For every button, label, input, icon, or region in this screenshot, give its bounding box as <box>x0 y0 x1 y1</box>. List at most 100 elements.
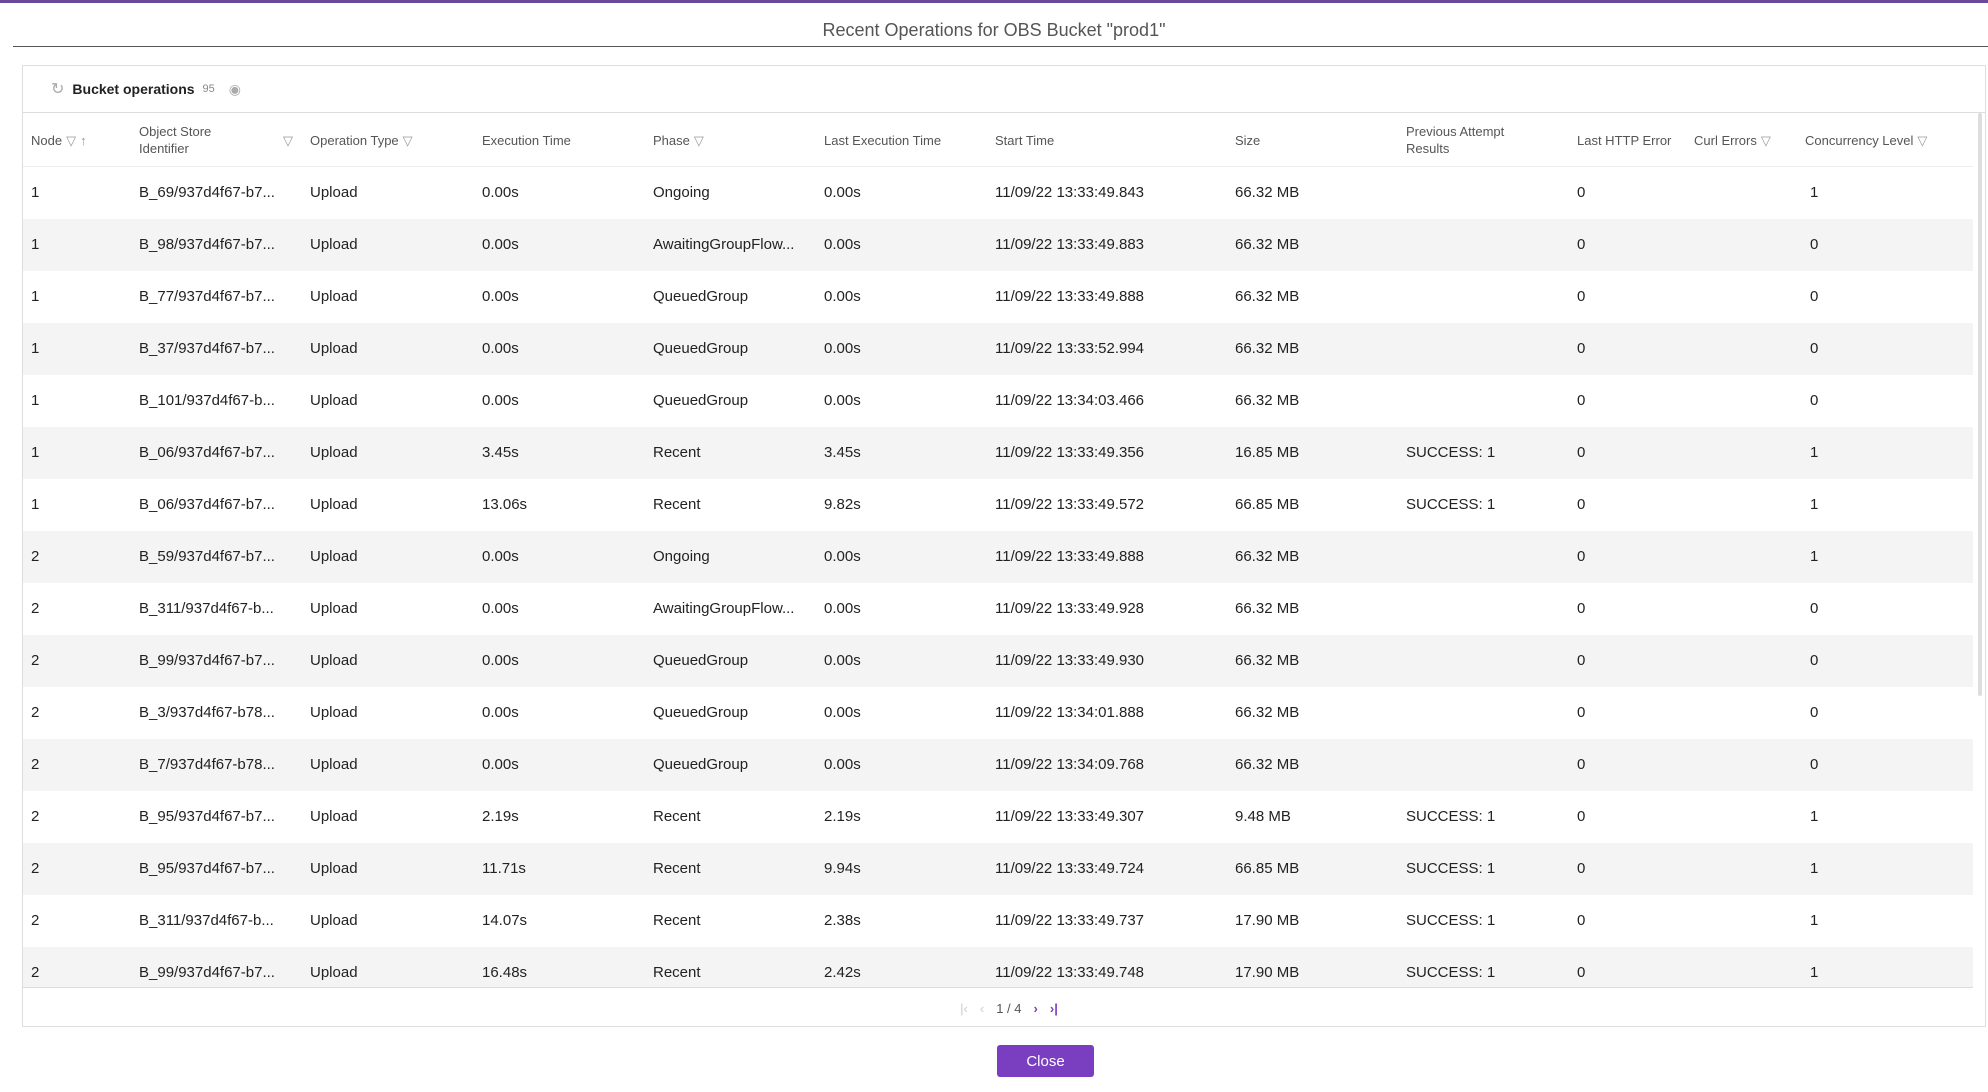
table-cell: 0.00s <box>824 340 861 357</box>
table-row[interactable]: 1 B_98/937d4f67-b7... Upload 0.00s AwaitingG… <box>23 219 1973 271</box>
table-cell: Upload <box>310 912 358 929</box>
table-row[interactable]: 1 B_101/937d4f67-b... Upload 0.00s QueuedGro… <box>23 375 1973 427</box>
table-cell: 0 <box>1810 236 1819 253</box>
table-row[interactable]: 2 B_95/937d4f67-b7... Upload 11.71s Recent 9.… <box>23 843 1973 895</box>
column-header-last-http-error[interactable]: Last HTTP Error <box>1577 113 1671 167</box>
table-cell: B_69/937d4f67-b7... <box>139 184 275 201</box>
column-header-execution-time[interactable]: Execution Time <box>482 113 571 167</box>
table-row[interactable]: 1 B_77/937d4f67-b7... Upload 0.00s QueuedGro… <box>23 271 1973 323</box>
table-cell: 66.85 MB <box>1235 860 1300 877</box>
next-page-icon[interactable]: › <box>1033 1000 1038 1016</box>
table-cell: AwaitingGroupFlow... <box>653 600 795 617</box>
table-row[interactable]: 2 B_95/937d4f67-b7... Upload 2.19s Recent 2.1… <box>23 791 1973 843</box>
table-cell: B_95/937d4f67-b7... <box>139 860 275 877</box>
table-cell: 1 <box>1810 860 1819 877</box>
table-row[interactable]: 1 B_37/937d4f67-b7... Upload 0.00s QueuedGro… <box>23 323 1973 375</box>
table-cell: SUCCESS: 1 <box>1406 444 1496 461</box>
prev-page-icon[interactable]: ‹ <box>979 1000 985 1016</box>
table-cell: 66.32 MB <box>1235 288 1300 305</box>
table-cell: 2 <box>31 912 40 929</box>
table-cell: 0 <box>1810 704 1819 721</box>
table-cell: Upload <box>310 600 358 617</box>
table-cell: Recent <box>653 860 701 877</box>
filter-icon[interactable]: ▽ <box>1760 132 1771 148</box>
column-header-previous-attempt-results[interactable]: Previous Attempt Results <box>1406 113 1546 167</box>
filter-icon[interactable]: ▽ <box>283 132 293 148</box>
table-row[interactable]: 2 B_7/937d4f67-b78... Upload 0.00s QueuedGro… <box>23 739 1973 791</box>
table-row[interactable]: 2 B_99/937d4f67-b7... Upload 0.00s QueuedGro… <box>23 635 1973 687</box>
dialog-title: Recent Operations for OBS Bucket "prod1" <box>822 20 1166 40</box>
table-row[interactable]: 1 B_06/937d4f67-b7... Upload 13.06s Recent 9.… <box>23 479 1973 531</box>
table-cell: SUCCESS: 1 <box>1406 808 1496 825</box>
eye-icon[interactable]: ◉ <box>228 80 242 97</box>
table-cell: 0.00s <box>482 600 519 617</box>
table-row[interactable]: 1 B_69/937d4f67-b7... Upload 0.00s Ongoing 0.… <box>23 167 1973 219</box>
table-row[interactable]: 2 B_99/937d4f67-b7... Upload 16.48s Recent 2.… <box>23 947 1973 987</box>
title-divider <box>13 46 1988 47</box>
table-cell: 0.00s <box>824 652 861 669</box>
column-header-last-execution-time[interactable]: Last Execution Time <box>824 113 941 167</box>
scrollbar-thumb[interactable] <box>1978 113 1982 696</box>
filter-icon[interactable]: ▽ <box>1917 132 1928 148</box>
table-cell: 11/09/22 13:33:49.930 <box>995 652 1145 669</box>
filter-icon[interactable]: ▽ <box>402 132 413 148</box>
last-page-icon[interactable]: ›| <box>1049 1000 1058 1016</box>
top-accent-line <box>0 0 1988 3</box>
table-cell: 0 <box>1577 288 1586 305</box>
close-button[interactable]: Close <box>997 1045 1094 1077</box>
column-header-label: Object Store Identifier <box>139 124 212 156</box>
column-header-phase[interactable]: Phase ▽ <box>653 113 704 167</box>
bucket-operations-panel: ↻ Bucket operations 95 ◉ Node ▽ ↑ Object St… <box>22 65 1986 1027</box>
table-cell: 11/09/22 13:33:49.888 <box>995 548 1145 565</box>
refresh-icon[interactable]: ↻ <box>51 81 65 98</box>
column-header-label: Previous Attempt Results <box>1406 124 1505 156</box>
column-header-label: Concurrency Level <box>1805 132 1914 148</box>
table-cell: 66.32 MB <box>1235 548 1300 565</box>
table-cell: 0 <box>1577 444 1586 461</box>
table-cell: 0 <box>1577 392 1586 409</box>
table-row[interactable]: 2 B_3/937d4f67-b78... Upload 0.00s QueuedGro… <box>23 687 1973 739</box>
table-cell: B_06/937d4f67-b7... <box>139 444 275 461</box>
table-cell: 11/09/22 13:33:49.843 <box>995 184 1145 201</box>
table-cell: 1 <box>1810 912 1819 929</box>
column-header-start-time[interactable]: Start Time <box>995 113 1054 167</box>
table-cell: 9.82s <box>824 496 861 513</box>
table-cell: 11/09/22 13:34:01.888 <box>995 704 1145 721</box>
table-cell: 0.00s <box>824 236 861 253</box>
table-cell: 0 <box>1577 756 1586 773</box>
column-header-object-store-identifier[interactable]: Object Store Identifier ▽ <box>139 113 293 167</box>
table-cell: 1 <box>1810 548 1819 565</box>
table-cell: B_37/937d4f67-b7... <box>139 340 275 357</box>
filter-icon[interactable]: ▽ <box>693 132 704 148</box>
table-cell: 1 <box>1810 444 1819 461</box>
table-bottom-border <box>23 987 1973 988</box>
column-header-concurrency-level[interactable]: Concurrency Level ▽ <box>1805 113 1927 167</box>
table-cell: B_98/937d4f67-b7... <box>139 236 275 253</box>
column-header-label: Start Time <box>995 132 1055 148</box>
table-cell: 0 <box>1810 340 1819 357</box>
table-cell: 2.19s <box>482 808 519 825</box>
filter-icon[interactable]: ▽ <box>66 132 77 148</box>
table-cell: Upload <box>310 288 358 305</box>
table-cell: 2 <box>31 808 40 825</box>
table-cell: AwaitingGroupFlow... <box>653 236 795 253</box>
table-row[interactable]: 2 B_59/937d4f67-b7... Upload 0.00s Ongoing 0.… <box>23 531 1973 583</box>
table-cell: 11/09/22 13:33:49.572 <box>995 496 1145 513</box>
table-cell: 1 <box>31 340 40 357</box>
table-cell: Upload <box>310 704 358 721</box>
vertical-scrollbar[interactable] <box>1976 113 1984 987</box>
column-header-size[interactable]: Size <box>1235 113 1260 167</box>
table-row[interactable]: 1 B_06/937d4f67-b7... Upload 3.45s Recent 3.4… <box>23 427 1973 479</box>
table-row[interactable]: 2 B_311/937d4f67-b... Upload 0.00s AwaitingG… <box>23 583 1973 635</box>
column-header-curl-errors[interactable]: Curl Errors ▽ <box>1694 113 1771 167</box>
column-header-node[interactable]: Node ▽ ↑ <box>31 113 87 167</box>
table-row[interactable]: 2 B_311/937d4f67-b... Upload 14.07s Recent 2.… <box>23 895 1973 947</box>
table-cell: 0.00s <box>482 392 519 409</box>
table-cell: B_95/937d4f67-b7... <box>139 808 275 825</box>
table-cell: SUCCESS: 1 <box>1406 860 1496 877</box>
table-cell: 0.00s <box>482 652 519 669</box>
column-header-label: Last HTTP Error <box>1577 132 1672 148</box>
column-header-operation-type[interactable]: Operation Type ▽ <box>310 113 413 167</box>
first-page-icon[interactable]: |‹ <box>960 1000 968 1016</box>
sort-ascending-icon[interactable]: ↑ <box>80 132 87 148</box>
